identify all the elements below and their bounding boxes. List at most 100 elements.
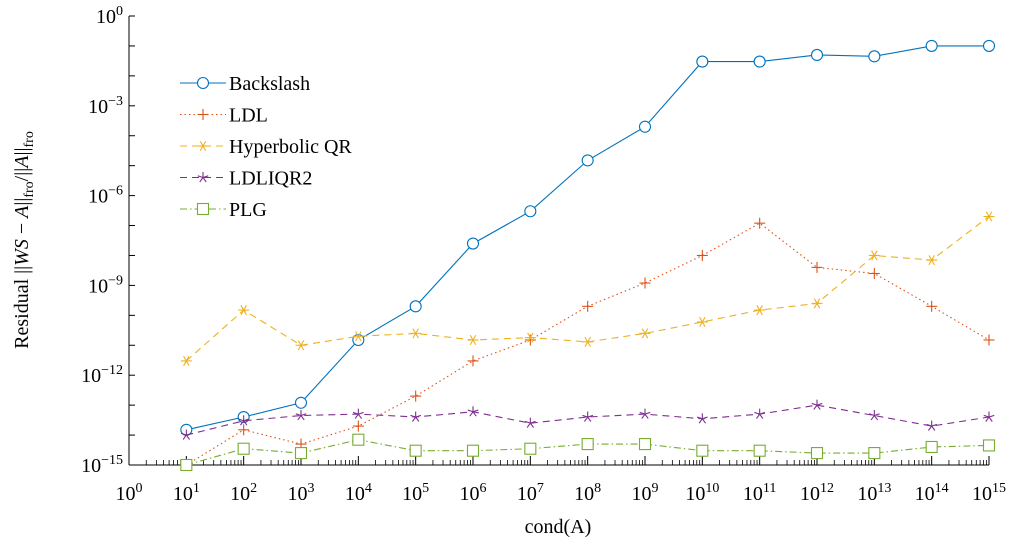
x-tick-label: 105 — [402, 481, 429, 505]
y-tick-label: 10−3 — [88, 94, 123, 118]
data-point-hyperbolic-qr — [754, 305, 766, 316]
marker-asterisk-arm — [985, 211, 993, 222]
x-tick-label: 107 — [517, 481, 544, 505]
data-point-backslash — [810, 48, 824, 61]
marker-circle — [696, 55, 709, 68]
data-point-ldliqr2 — [410, 411, 422, 422]
marker-star-arm — [238, 418, 244, 422]
legend-item-ldl: LDL — [180, 105, 268, 127]
data-point-ldliqr2 — [983, 411, 995, 422]
y-tick-label: 10−9 — [88, 273, 123, 297]
marker-star-arm — [530, 420, 536, 424]
data-point-backslash — [581, 154, 594, 167]
marker-star-arm — [202, 175, 209, 179]
data-point-ldl — [467, 355, 479, 367]
tick-labels: 100 101 102 103 104 105 106 107 108 109 1010 1011 10… — [81, 4, 1006, 505]
legend-item-plg: PLG — [180, 199, 267, 221]
marker-square — [524, 442, 537, 455]
series-backslash — [180, 39, 996, 436]
data-point-ldliqr2 — [180, 429, 192, 440]
marker-asterisk-arm — [412, 328, 419, 339]
marker-star-arm — [243, 418, 250, 422]
legend: Backslash LDL Hyperbolic QR LDLIQR2 PLG — [180, 73, 352, 221]
marker-star-arm — [529, 422, 535, 428]
marker-asterisk-arm — [699, 316, 706, 328]
marker-star-arm — [696, 416, 703, 420]
data-point-hyperbolic-qr — [582, 336, 594, 347]
x-tick-label: 1012 — [800, 481, 834, 505]
data-point-backslash — [524, 205, 537, 218]
marker-circle — [409, 300, 422, 313]
marker-square — [409, 444, 422, 457]
marker-star-arm — [931, 425, 936, 431]
marker-star-arm — [873, 415, 879, 421]
data-point-ldl — [926, 300, 938, 312]
marker-asterisk-arm — [183, 355, 190, 366]
y-axis-title: Residual ||WS − A||fro/||A||fro — [11, 131, 37, 349]
legend-item-backslash: Backslash — [180, 73, 310, 95]
marker-square — [196, 202, 210, 216]
data-point-ldliqr2 — [238, 415, 250, 426]
marker-asterisk-arm — [813, 298, 821, 309]
marker-star-arm — [354, 413, 359, 419]
marker-asterisk-arm — [756, 305, 763, 316]
data-point-plg — [352, 433, 365, 446]
marker-asterisk-arm — [469, 334, 477, 346]
marker-star-arm — [410, 414, 416, 418]
data-point-hyperbolic-qr — [811, 298, 823, 309]
x-tick-label: 102 — [230, 481, 257, 505]
legend-swatch-marker — [196, 76, 210, 90]
data-point-backslash — [409, 300, 422, 313]
marker-star-arm — [582, 414, 588, 418]
data-point-hyperbolic-qr — [410, 328, 422, 339]
y-tick-label: 10−12 — [81, 363, 123, 387]
marker-star-arm — [352, 411, 359, 415]
marker-star-arm — [199, 177, 204, 183]
y-tick-label: 100 — [96, 4, 123, 28]
marker-circle — [925, 39, 938, 52]
marker-star-arm — [759, 413, 764, 419]
data-point-hyperbolic-qr — [696, 316, 708, 328]
x-tick-label: 1014 — [915, 481, 949, 505]
marker-square — [753, 444, 766, 457]
series-hyperbolic-qr — [180, 211, 995, 366]
series-ldliqr2 — [180, 399, 995, 440]
marker-circle — [753, 55, 766, 68]
legend-swatch-marker — [197, 109, 209, 120]
data-point-hyperbolic-qr — [467, 334, 479, 346]
marker-star-arm — [197, 175, 204, 179]
marker-asterisk-arm — [584, 336, 591, 347]
x-tick-label: 104 — [345, 481, 372, 505]
data-point-backslash — [925, 39, 938, 52]
marker-square — [466, 444, 480, 457]
data-point-plg — [581, 438, 594, 451]
marker-star-arm — [988, 416, 993, 422]
series-line-backslash — [186, 45, 989, 431]
legend-swatch-marker — [196, 202, 210, 216]
marker-star-arm — [300, 413, 307, 417]
data-point-ldliqr2 — [754, 408, 766, 419]
marker-star-arm — [868, 413, 875, 417]
marker-star-arm — [985, 416, 990, 422]
data-point-backslash — [982, 39, 996, 52]
data-point-hyperbolic-qr — [926, 255, 938, 266]
data-point-ldl — [352, 420, 364, 432]
legend-label: LDL — [229, 105, 268, 127]
data-point-ldliqr2 — [467, 406, 479, 417]
y-tick-label: 10−6 — [88, 184, 123, 208]
marker-circle — [982, 39, 996, 52]
data-point-ldliqr2 — [352, 408, 364, 419]
marker-square — [352, 433, 365, 446]
data-point-ldliqr2 — [696, 413, 708, 424]
x-tick-label: 1011 — [743, 481, 776, 505]
marker-star-arm — [754, 411, 760, 415]
marker-star-arm — [295, 413, 302, 417]
marker-star-arm — [644, 413, 649, 419]
data-point-ldl — [582, 300, 594, 312]
marker-star-arm — [983, 414, 990, 418]
marker-asterisk-arm — [240, 305, 247, 316]
marker-star-arm — [243, 420, 248, 426]
x-tick-label: 1010 — [685, 481, 719, 505]
marker-star-arm — [701, 418, 707, 424]
